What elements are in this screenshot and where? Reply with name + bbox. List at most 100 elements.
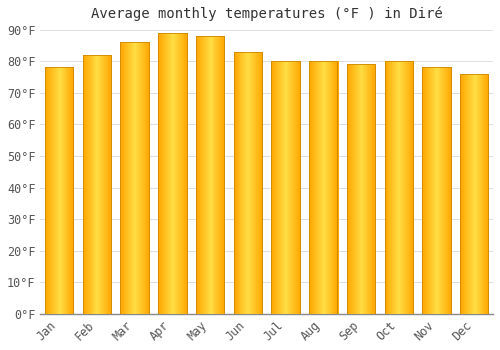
Bar: [96, 55, 98, 314]
Bar: [104, 55, 106, 314]
Bar: [476, 74, 477, 314]
Bar: [297, 61, 298, 314]
Bar: [70, 68, 72, 314]
Bar: [413, 61, 414, 314]
Bar: [160, 33, 162, 314]
Bar: [432, 68, 433, 314]
Bar: [252, 52, 254, 314]
Bar: [309, 61, 310, 314]
Bar: [328, 61, 329, 314]
Bar: [439, 68, 440, 314]
Bar: [51, 68, 52, 314]
Bar: [204, 36, 206, 314]
Bar: [398, 61, 400, 314]
Bar: [224, 36, 226, 314]
Bar: [148, 42, 149, 314]
Bar: [373, 64, 374, 314]
Bar: [46, 68, 47, 314]
Bar: [290, 61, 291, 314]
Bar: [436, 68, 437, 314]
Bar: [350, 64, 351, 314]
Bar: [147, 42, 148, 314]
Bar: [281, 61, 282, 314]
Bar: [141, 42, 142, 314]
Bar: [411, 61, 412, 314]
Bar: [203, 36, 204, 314]
Bar: [324, 61, 325, 314]
Bar: [120, 42, 149, 314]
Bar: [400, 61, 402, 314]
Bar: [196, 36, 224, 314]
Bar: [474, 74, 476, 314]
Bar: [132, 42, 134, 314]
Bar: [103, 55, 104, 314]
Bar: [168, 33, 169, 314]
Bar: [142, 42, 143, 314]
Bar: [406, 61, 407, 314]
Bar: [431, 68, 432, 314]
Bar: [98, 55, 100, 314]
Bar: [368, 64, 370, 314]
Bar: [399, 61, 400, 314]
Bar: [234, 52, 262, 314]
Bar: [375, 64, 376, 314]
Bar: [218, 36, 220, 314]
Bar: [256, 52, 257, 314]
Bar: [435, 68, 436, 314]
Bar: [201, 36, 202, 314]
Bar: [54, 68, 55, 314]
Bar: [328, 61, 330, 314]
Bar: [356, 64, 357, 314]
Bar: [242, 52, 244, 314]
Bar: [279, 61, 280, 314]
Bar: [48, 68, 49, 314]
Bar: [210, 36, 212, 314]
Bar: [257, 52, 258, 314]
Bar: [158, 33, 160, 314]
Title: Average monthly temperatures (°F ) in Diré: Average monthly temperatures (°F ) in Di…: [91, 7, 443, 21]
Bar: [330, 61, 332, 314]
Bar: [180, 33, 181, 314]
Bar: [426, 68, 428, 314]
Bar: [138, 42, 139, 314]
Bar: [464, 74, 465, 314]
Bar: [313, 61, 314, 314]
Bar: [197, 36, 198, 314]
Bar: [291, 61, 292, 314]
Bar: [64, 68, 66, 314]
Bar: [202, 36, 203, 314]
Bar: [410, 61, 411, 314]
Bar: [470, 74, 471, 314]
Bar: [174, 33, 175, 314]
Bar: [60, 68, 62, 314]
Bar: [135, 42, 136, 314]
Bar: [444, 68, 445, 314]
Bar: [90, 55, 92, 314]
Bar: [296, 61, 297, 314]
Bar: [298, 61, 300, 314]
Bar: [427, 68, 428, 314]
Bar: [450, 68, 451, 314]
Bar: [122, 42, 124, 314]
Bar: [169, 33, 170, 314]
Bar: [289, 61, 290, 314]
Bar: [45, 68, 46, 314]
Bar: [124, 42, 126, 314]
Bar: [311, 61, 312, 314]
Bar: [196, 36, 197, 314]
Bar: [471, 74, 472, 314]
Bar: [356, 64, 358, 314]
Bar: [320, 61, 321, 314]
Bar: [463, 74, 464, 314]
Bar: [486, 74, 488, 314]
Bar: [166, 33, 167, 314]
Bar: [478, 74, 480, 314]
Bar: [466, 74, 467, 314]
Bar: [404, 61, 405, 314]
Bar: [109, 55, 110, 314]
Bar: [460, 74, 461, 314]
Bar: [186, 33, 188, 314]
Bar: [52, 68, 53, 314]
Bar: [158, 33, 186, 314]
Bar: [60, 68, 61, 314]
